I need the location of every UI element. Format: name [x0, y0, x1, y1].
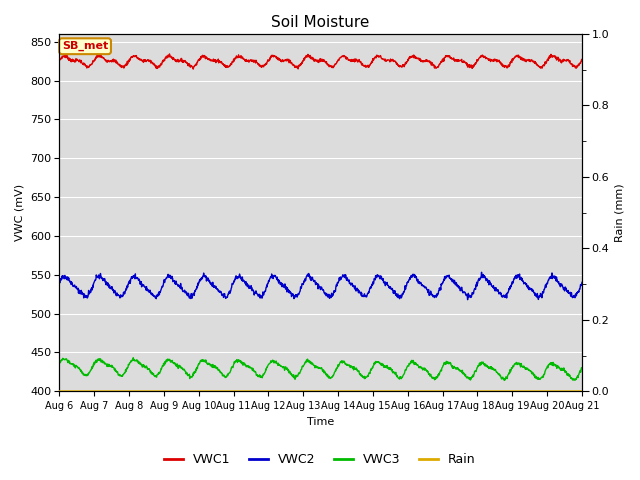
Y-axis label: Rain (mm): Rain (mm) [615, 183, 625, 242]
Title: Soil Moisture: Soil Moisture [271, 15, 370, 30]
Y-axis label: VWC (mV): VWC (mV) [15, 184, 25, 241]
X-axis label: Time: Time [307, 417, 334, 427]
Legend: VWC1, VWC2, VWC3, Rain: VWC1, VWC2, VWC3, Rain [159, 448, 481, 471]
Text: SB_met: SB_met [62, 41, 108, 51]
